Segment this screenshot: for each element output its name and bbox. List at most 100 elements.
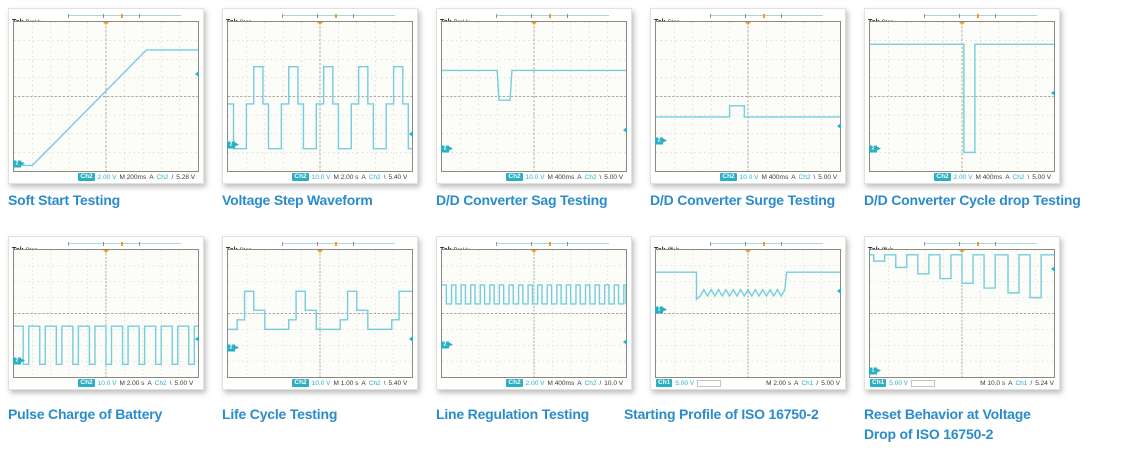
trigger-position-icon [120,242,123,246]
timebase-readout: M 400ms [761,173,789,181]
channel-volts-per-div: 5.00 V [889,379,909,387]
trigger-top-marker-icon [103,22,109,25]
trigger-mode-letter: A [361,173,366,181]
waveform-plot [442,250,626,377]
channel-volts-per-div: 2.00 V [525,379,545,387]
scope-screen: 2 [441,21,627,172]
scope-header: Tek停止 [654,239,842,254]
acquisition-tick-icon [744,14,746,18]
trigger-source: Ch1 [1015,379,1028,387]
trigger-position-icon [120,14,123,18]
trigger-position-icon [976,14,979,18]
acquisition-tick-icon [102,14,104,18]
acquisition-tick-icon [530,242,532,246]
trigger-top-marker-icon [531,250,537,253]
acquisition-tick-icon [352,14,354,18]
acquisition-bar [68,242,182,246]
scope-status-bar: Ch2 2.00 V M 200ms A Ch2 / 5.28 V [12,172,200,182]
scope-caption: Pulse Charge of Battery [8,406,163,422]
trigger-mode-letter: A [1005,173,1010,181]
oscilloscope-screenshot: TekPreVu 2 Ch2 2.00 V M 400ms A Ch2 [436,236,632,390]
scope-status-bar: Ch2 2.00 V M 400ms A Ch2 \ 5.00 V [868,172,1056,182]
scope-screen: 2 [655,21,841,172]
scope-screen: 2 [227,21,413,172]
timebase-readout: M 400ms [975,173,1003,181]
waveform-plot [656,22,840,171]
channel-number: 2 [443,341,447,348]
acquisition-bar [710,242,824,246]
trigger-level-readout: 5.00 V [818,173,838,181]
status-blank-box [911,379,936,387]
acquisition-bar [68,14,182,18]
channel-marker-icon: 2 [441,341,453,349]
waveform-plot [870,250,1054,377]
scope-status-bar: Ch2 10.0 V M 400ms A Ch2 \ 5.00 V [654,172,842,182]
trigger-level-readout: 5.00 V [174,379,194,387]
scope-screen: 2 [227,249,413,378]
acquisition-tick-icon [530,14,532,18]
scope-header: TekStop [868,11,1056,26]
channel-badge: Ch2 [506,173,523,181]
row-2: TekStop 2 Ch2 10.0 V M 2.00 s A Ch2 [8,236,1128,444]
trigger-source: Ch2 [584,173,597,181]
trigger-slope-icon: / [599,379,602,387]
channel-marker-icon: 2 [227,141,239,149]
trigger-slope-icon: \ [813,173,816,181]
trigger-slope-icon: / [1030,379,1033,387]
scope-figure: TekStop 2 Ch2 10.0 V M 2.00 s A Ch2 [8,236,204,444]
scope-caption: Starting Profile of ISO 16750-2 [624,406,819,422]
acquisition-bar [282,242,396,246]
oscilloscope-screenshot: TekStop 2 Ch2 10.0 V M 400ms A Ch2 [650,8,846,184]
acquisition-tick-icon [780,242,782,246]
trigger-position-icon [548,14,551,18]
trigger-level-readout: 10.0 V [604,379,624,387]
trigger-level-readout: 5.28 V [176,173,196,181]
scope-screen: 2 [13,21,199,172]
scope-status-bar: Ch2 2.00 V M 400ms A Ch2 / 10.0 V [440,378,628,388]
trigger-mode-letter: A [794,379,799,387]
scope-caption: D/D Converter Surge Testing [650,192,835,208]
trigger-slope-icon: \ [169,379,172,387]
trigger-level-readout: 5.40 V [388,173,408,181]
scope-header: Tek停止 [868,239,1056,254]
channel-marker-icon: 2 [655,137,667,145]
waveform-plot [656,250,840,377]
trigger-top-marker-icon [959,22,965,25]
acquisition-bar [924,242,1038,246]
acquisition-tick-icon [352,242,354,246]
channel-badge: Ch2 [292,173,309,181]
channel-volts-per-div: 10.0 V [97,379,117,387]
scope-figure: TekStop 2 Ch2 10.0 V M 2.00 s A Ch2 [222,8,418,210]
channel-number: 2 [657,137,661,144]
timebase-readout: M 200ms [119,173,147,181]
trigger-slope-icon: \ [1027,173,1030,181]
channel-number: 2 [443,145,447,152]
scope-caption: Reset Behavior at Voltage Drop of ISO 16… [864,406,1031,442]
scope-status-bar: Ch2 10.0 V M 2.00 s A Ch2 \ 5.40 V [226,172,414,182]
trigger-source: Ch1 [801,379,814,387]
trigger-top-marker-icon [317,250,323,253]
channel-volts-per-div: 10.0 V [525,173,545,181]
channel-number: 2 [229,141,233,148]
trigger-slope-icon: / [171,173,174,181]
channel-badge: Ch1 [870,379,887,387]
trigger-level-readout: 5.24 V [1035,379,1054,387]
trigger-source: Ch2 [156,173,169,181]
channel-volts-per-div: 5.00 V [675,379,695,387]
trigger-level-marker-icon [623,339,627,346]
acquisition-tick-icon [994,242,996,246]
channel-marker-icon: 2 [227,344,239,352]
acquisition-bar [496,242,610,246]
acquisition-tick-icon [958,242,960,246]
acquisition-bar [924,14,1038,18]
trigger-level-marker-icon [409,335,413,342]
trigger-mode-letter: A [577,173,582,181]
scope-screen: 2 [13,249,199,378]
trigger-mode-letter: A [361,379,366,387]
timebase-readout: M 2.00 s [333,173,359,181]
timebase-readout: M 400ms [547,379,575,387]
acquisition-tick-icon [316,242,318,246]
scope-screen: 2 [441,249,627,378]
scope-screen: 1 [655,249,841,378]
scope-status-bar: Ch1 5.00 V M 2.00 s A Ch1 / 5.00 V [654,378,842,388]
